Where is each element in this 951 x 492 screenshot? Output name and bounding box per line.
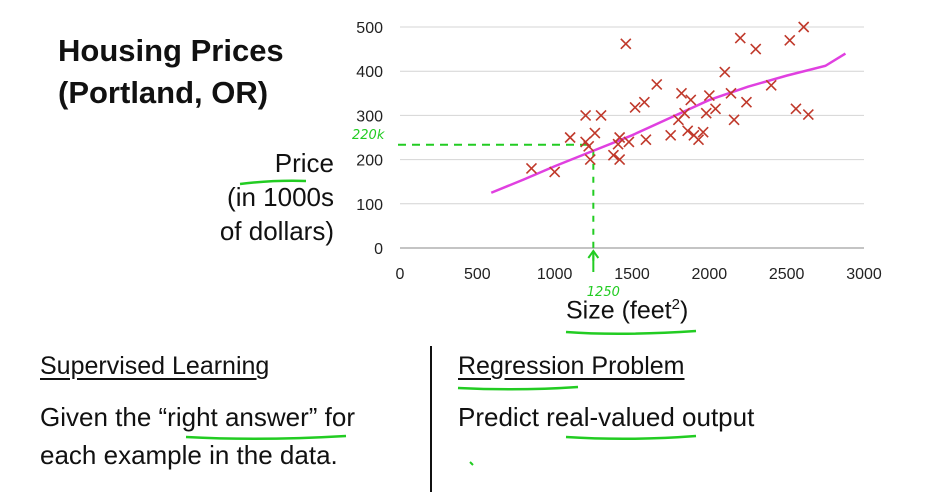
data-point [651,78,663,91]
data-point [682,125,694,137]
x-axis-label-text: Size (feet [566,296,672,325]
data-point [740,96,753,108]
data-point [685,94,697,106]
y-tick-label: 100 [356,197,383,214]
x-tick-label: 1500 [614,266,650,283]
annotation-markers [398,143,600,272]
y-tick-label: 400 [356,64,383,81]
x-tick-label: 500 [464,266,491,283]
data-point [679,107,691,119]
data-point [638,96,650,108]
data-point [595,109,607,121]
data-point [629,101,641,114]
data-point [665,129,677,141]
x-tick-label: 3000 [846,266,882,283]
section-divider [430,346,432,492]
y-axis-label-line-3: of dollars) [219,216,334,246]
data-point [765,79,777,91]
data-point [703,89,715,102]
data-point [640,134,652,146]
x-axis-label: Size (feet2) [566,296,688,325]
x-tick-label: 2500 [769,266,805,283]
y-tick-label: 200 [356,153,383,170]
supervised-learning-line-1: Given the “right answer” for [40,398,355,436]
body-line1-pre: Given the “ [40,402,168,432]
data-point [675,87,688,99]
x-tick-label: 1000 [537,266,573,283]
x-axis-label-sup: 2 [671,296,680,313]
regression-body-post: output [674,402,755,432]
data-point [725,87,737,99]
y-axis-label-line-1: Price [274,148,334,178]
data-point [614,154,626,166]
data-point [614,131,626,144]
data-point [612,138,624,150]
data-point [620,38,632,50]
data-point [697,126,709,138]
x-marker-label: 1250 [587,285,620,300]
regression-problem-body: Predict real-valued output [458,398,754,436]
body-line1-emphasis: right answer [167,402,309,432]
grid-lines [400,26,864,249]
regression-problem-heading: Regression Problem [458,352,685,380]
data-point [589,127,601,139]
supervised-learning-body: Given the “right answer” for each exampl… [40,398,355,474]
x-axis-label-close: ) [679,296,689,325]
data-point [734,32,746,44]
data-point [750,43,762,55]
data-point [692,134,705,146]
data-point [790,103,802,115]
data-point [719,66,731,78]
x-tick-labels: 0 500 1000 1500 2000 2500 3000 [396,266,882,283]
y-marker-label: 220k [352,128,385,143]
data-point [784,34,796,46]
x-tick-label: 0 [396,266,405,283]
y-axis-label: Price (in 1000s of dollars) [220,146,334,248]
y-tick-label: 0 [374,241,383,258]
data-point [583,140,595,152]
data-point [798,21,810,33]
regression-fit-line [490,52,847,194]
y-tick-label: 500 [356,20,383,37]
chart-title: Housing Prices (Portland, OR) [58,30,284,114]
data-point [700,107,712,119]
title-line-1: Housing Prices [58,33,284,68]
data-point [623,136,635,148]
x-marker-arrow [587,249,600,272]
supervised-learning-heading: Supervised Learning [40,352,270,380]
data-point [728,114,740,126]
regression-body-emphasis: real-valued [546,402,675,432]
data-point [584,154,596,166]
data-points [525,21,814,178]
data-point [549,166,561,178]
data-point [580,109,592,121]
y-tick-labels: 0 100 200 300 400 500 [356,20,383,258]
data-point [564,131,576,144]
data-point [802,108,814,121]
data-point [525,162,538,175]
x-tick-label: 2000 [692,266,728,283]
data-point [709,103,722,115]
y-axis-label-line-2: (in 1000s [227,182,334,212]
y-tick-label: 300 [356,108,383,125]
regression-body-pre: Predict [458,402,547,432]
supervised-learning-line-2: each example in the data. [40,440,338,470]
title-line-2: (Portland, OR) [58,75,269,110]
regression-problem-line: Predict real-valued output [458,398,754,436]
data-point [607,149,620,161]
body-line1-post: ” for [308,402,356,432]
